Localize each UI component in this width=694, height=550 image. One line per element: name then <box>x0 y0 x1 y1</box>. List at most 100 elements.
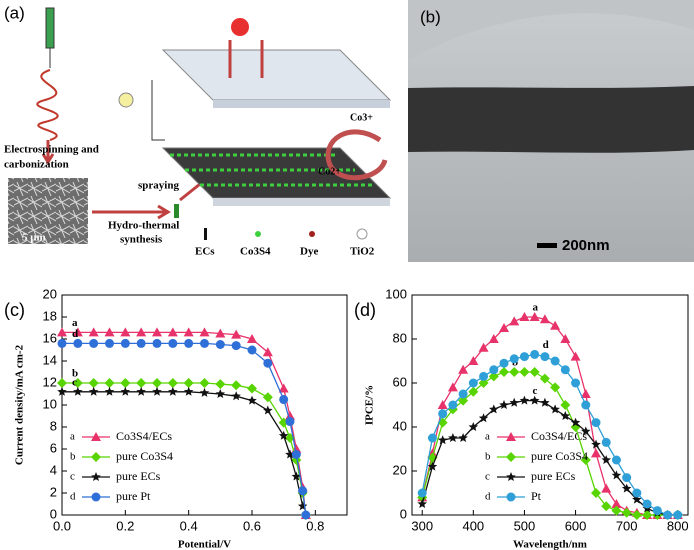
data-point <box>601 455 611 464</box>
co3s4-icon <box>255 231 261 237</box>
data-point <box>291 450 301 459</box>
data-point <box>448 433 458 442</box>
data-point <box>152 338 162 348</box>
data-point <box>621 507 632 518</box>
data-point <box>120 386 131 396</box>
sun <box>231 18 249 36</box>
legend-text: Dye <box>300 246 318 258</box>
data-point <box>105 338 114 348</box>
data-point <box>581 400 591 410</box>
y-tick-label: 20 <box>43 286 57 301</box>
data-point <box>591 488 601 498</box>
data-point <box>560 365 570 375</box>
data-point <box>57 338 67 348</box>
data-point <box>183 378 194 388</box>
data-point <box>571 378 581 388</box>
spray <box>174 204 179 218</box>
curve-letter: c <box>72 376 77 388</box>
data-point <box>167 327 178 337</box>
legend-label: pure Co3S4 <box>116 449 173 463</box>
legend-marker <box>506 432 516 441</box>
data-point <box>72 327 83 337</box>
fiber-spiral <box>36 69 59 141</box>
data-point <box>509 316 520 326</box>
legend-letter: c <box>485 471 490 483</box>
data-point <box>509 397 519 407</box>
data-point <box>529 395 540 405</box>
data-point <box>183 386 194 396</box>
data-point <box>632 494 642 504</box>
data-point <box>499 323 509 332</box>
data-point <box>262 347 273 357</box>
data-point <box>478 342 489 352</box>
series-line <box>421 316 678 516</box>
x-tick-label: 700 <box>616 518 638 533</box>
data-point <box>642 499 652 509</box>
ion-text: Co2+ <box>318 166 341 177</box>
data-point <box>262 392 273 403</box>
curve-letter: c <box>532 385 537 397</box>
data-point <box>152 378 162 388</box>
data-point <box>215 340 225 349</box>
data-point <box>298 486 308 496</box>
ion-text: Co3+ <box>350 112 373 123</box>
legend-label: Co3S4/ECs <box>531 429 587 443</box>
x-tick-label: 0.0 <box>53 518 71 533</box>
tio2-icon <box>356 228 368 240</box>
data-point <box>468 386 479 397</box>
data-point <box>652 506 662 516</box>
step-text: Electrospinning and <box>4 144 99 156</box>
legend-label: pure ECs <box>531 469 576 483</box>
data-point <box>136 327 147 337</box>
data-point <box>88 378 99 388</box>
data-point <box>168 386 178 396</box>
x-tick-label: 800 <box>667 518 689 533</box>
data-point <box>447 382 458 392</box>
legend-marker <box>91 472 101 481</box>
x-tick-label: 0.4 <box>180 518 198 533</box>
data-point <box>550 320 561 330</box>
y-tick-label: 16 <box>43 330 57 345</box>
curve-letter: b <box>72 368 78 380</box>
legend-marker <box>91 452 101 462</box>
data-point <box>104 378 115 388</box>
y-tick-label: 60 <box>393 374 407 389</box>
co3s4-dots <box>170 153 375 187</box>
x-tick-label: 600 <box>565 518 587 533</box>
data-point <box>279 394 289 405</box>
data-point <box>448 400 458 410</box>
y-tick-label: 20 <box>393 462 407 477</box>
data-point <box>278 383 289 393</box>
dye-icon <box>309 231 315 237</box>
x-tick-label: 400 <box>462 518 484 533</box>
chart-title: (c) <box>4 300 25 320</box>
y-tick-label: 100 <box>385 286 407 301</box>
data-point <box>621 483 632 493</box>
data-point <box>184 338 194 348</box>
data-point <box>89 338 99 348</box>
panel-b: (b) 200nm <box>408 0 694 262</box>
data-point <box>247 334 257 343</box>
data-point <box>427 433 437 443</box>
arrow <box>92 204 171 220</box>
data-point <box>72 378 83 388</box>
data-point <box>438 409 448 419</box>
data-point <box>247 395 257 405</box>
data-point <box>489 404 499 414</box>
legend-text: Co3S4 <box>240 246 271 258</box>
data-point <box>285 416 295 427</box>
data-point <box>540 397 550 407</box>
data-point <box>57 327 67 337</box>
data-point <box>580 389 591 398</box>
data-point <box>591 439 601 449</box>
data-point <box>199 327 210 337</box>
x-tick-label: 0.8 <box>306 518 324 533</box>
plots: 0.0 0.2 0.4 0.6 0.8 0 2 4 6 8 10 12 14 16 18 20 (c) Poten… <box>4 286 689 550</box>
data-point <box>539 373 550 384</box>
y-tick-label: 2 <box>50 484 57 499</box>
x-tick-label: 300 <box>411 518 433 533</box>
legend-label: pure Co3S4 <box>531 449 588 463</box>
legend-label: Co3S4/ECs <box>116 429 172 443</box>
legend-text: TiO2 <box>350 246 375 258</box>
